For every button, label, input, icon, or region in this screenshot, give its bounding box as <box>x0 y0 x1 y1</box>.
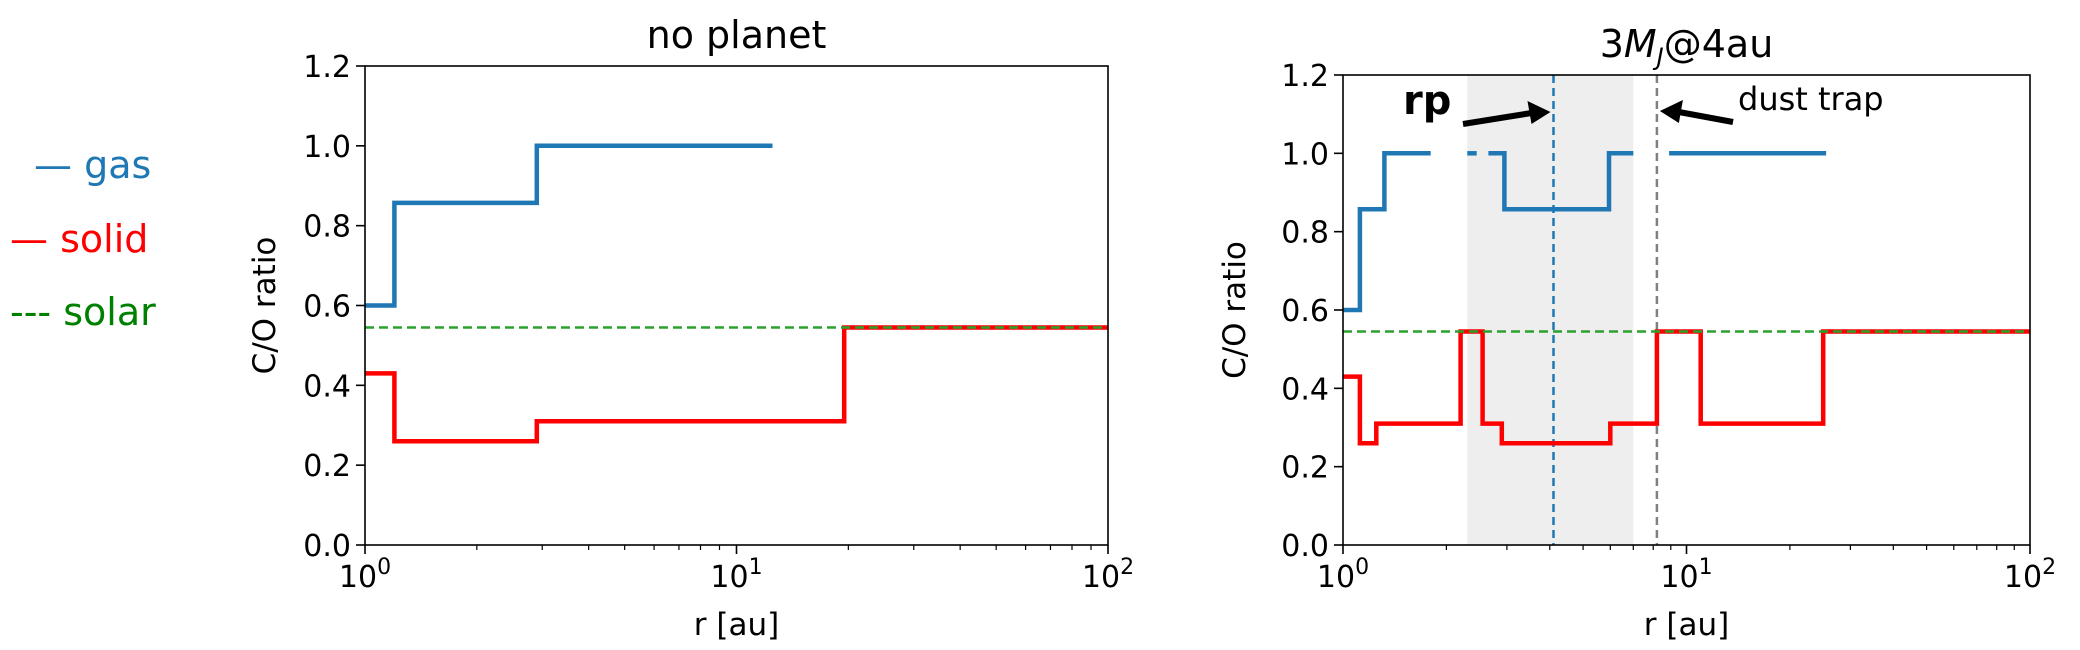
y-tick-label: 0.8 <box>1281 216 1329 251</box>
annotation-rp: rp <box>1403 78 1451 124</box>
legend-label-gas: gas <box>84 143 152 187</box>
y-tick-label: 1.2 <box>303 50 351 85</box>
x-tick-label: 100 <box>339 555 391 595</box>
y-tick-label: 0.4 <box>303 369 351 404</box>
legend-label-solid: solid <box>60 217 149 261</box>
y-tick-label: 0.0 <box>303 529 351 564</box>
axes-frame <box>364 65 1109 546</box>
annotation-dust-trap: dust trap <box>1738 80 1884 118</box>
annotation-dust-trap-arrow-shaft <box>1678 109 1734 125</box>
x-tick-label: 101 <box>1660 555 1712 595</box>
x-tick-label: 101 <box>710 555 762 595</box>
x-tick-label: 102 <box>2004 555 2056 595</box>
annotation-dust-trap-arrowhead <box>1659 100 1683 123</box>
series-solid-line <box>365 325 1108 444</box>
plot-area <box>1343 75 2030 545</box>
chart-panel-2: 0.0 0.2 0.4 0.6 0.8 1.0 1.2 100 101 102 r [au] C/O … <box>1217 22 2056 643</box>
series-solid-line <box>1343 329 2030 446</box>
legend-item-solar: --- solar <box>10 290 156 334</box>
series-gas-line-seg1 <box>1343 151 1431 313</box>
x-tick-label: 100 <box>1317 555 1369 595</box>
y-tick-label: 0.2 <box>1281 451 1329 486</box>
legend-item-solid: — solid <box>10 217 148 261</box>
legend-symbol-gas: — <box>34 143 72 187</box>
y-tick-label: 0.8 <box>303 210 351 245</box>
legend-label-solar: solar <box>63 290 156 334</box>
annotation-rp-arrowhead <box>1527 101 1551 124</box>
y-tick-label: 1.0 <box>303 130 351 165</box>
chart-title: 3MJ@4au <box>1600 22 1774 71</box>
series-gas-line-seg3 <box>1488 151 1634 212</box>
series-gas-line <box>365 143 773 308</box>
y-tick-label: 0.6 <box>303 290 351 325</box>
y-tick-label: 1.2 <box>1281 59 1329 94</box>
y-tick-label: 0.0 <box>1281 529 1329 564</box>
y-tick-label: 0.6 <box>1281 294 1329 329</box>
x-axis-label: r [au] <box>694 607 779 643</box>
legend-item-gas: — gas <box>10 143 151 187</box>
x-axis-label: r [au] <box>1644 607 1729 643</box>
legend: — gas — solid --- solar <box>0 0 200 650</box>
legend-symbol-solar: --- <box>10 290 52 334</box>
legend-symbol-solid: — <box>10 217 48 261</box>
y-tick-label: 1.0 <box>1281 137 1329 172</box>
plot-area <box>365 143 1108 444</box>
chart-panel-1: 0.0 0.2 0.4 0.6 0.8 1.0 1.2 100 101 102 r [au] C/O … <box>247 13 1134 643</box>
y-axis-label: C/O ratio <box>247 237 283 375</box>
annotation-rp-arrow-shaft <box>1462 110 1532 127</box>
y-tick-label: 0.4 <box>1281 372 1329 407</box>
x-tick-label: 102 <box>1082 555 1134 595</box>
y-axis-label: C/O ratio <box>1217 241 1253 379</box>
y-tick-label: 0.2 <box>303 449 351 484</box>
chart-title: no planet <box>647 13 827 57</box>
axes-frame <box>1342 74 2031 546</box>
gap-shaded-region <box>1467 75 1634 545</box>
